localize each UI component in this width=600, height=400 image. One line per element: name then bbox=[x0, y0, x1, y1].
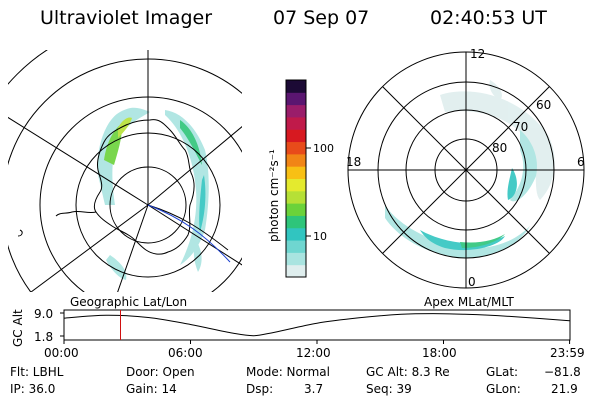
mlt-panel-label: Apex MLat/MLT bbox=[424, 295, 514, 309]
colorbar bbox=[286, 80, 306, 278]
geo-aurora bbox=[97, 107, 209, 280]
colorbar-segment bbox=[286, 203, 306, 216]
info-glon-value: 21.9 bbox=[551, 382, 578, 396]
geo-track-black bbox=[147, 204, 229, 251]
mlt-label-0: 0 bbox=[468, 275, 476, 289]
xtick-label-0000: 00:00 bbox=[44, 346, 79, 360]
mlt-label-18: 18 bbox=[346, 155, 361, 169]
geo-map-panel bbox=[8, 50, 242, 292]
info-seq: Seq: 39 bbox=[366, 382, 412, 396]
mlt-grid bbox=[347, 51, 585, 289]
colorbar-segment bbox=[286, 240, 306, 253]
info-door: Door: Open bbox=[126, 365, 195, 379]
colorbar-unit-label: photon cm⁻²s⁻¹ bbox=[267, 149, 281, 242]
info-filter: Flt: LBHL bbox=[10, 365, 64, 379]
altitude-curve bbox=[63, 313, 570, 337]
info-dsp-label: Dsp: bbox=[246, 382, 274, 396]
mlat-label-60: 60 bbox=[536, 98, 551, 112]
info-glon-label: GLon: bbox=[486, 382, 521, 396]
colorbar-tick-label-100: 100 bbox=[313, 142, 334, 155]
info-dsp-value: 3.7 bbox=[304, 382, 324, 396]
geo-grid bbox=[8, 50, 242, 292]
mlat-label-70: 70 bbox=[513, 120, 528, 134]
altitude-ytick-label-top: 9.0 bbox=[34, 307, 53, 321]
altitude-ylabel: GC Alt bbox=[11, 309, 25, 347]
info-glat-value: −81.8 bbox=[544, 365, 581, 379]
colorbar-segment bbox=[286, 227, 306, 241]
colorbar-segment bbox=[286, 104, 306, 118]
geo-panel-label: Geographic Lat/Lon bbox=[70, 295, 188, 309]
mlt-aurora bbox=[385, 80, 555, 258]
colorbar-segment bbox=[286, 141, 306, 155]
geo-track-blue bbox=[147, 204, 231, 263]
mlt-label-6: 6 bbox=[577, 155, 585, 169]
info-gain: Gain: 14 bbox=[126, 382, 177, 396]
altitude-plot-frame bbox=[63, 309, 571, 341]
xtick-label-0600: 06:00 bbox=[168, 346, 203, 360]
info-mode: Mode: Normal bbox=[246, 365, 330, 379]
header-date: 07 Sep 07 bbox=[273, 7, 370, 29]
info-ip: IP: 36.0 bbox=[10, 382, 56, 396]
xtick-label-1200: 12:00 bbox=[296, 346, 331, 360]
colorbar-segment bbox=[286, 166, 306, 179]
header-instrument: Ultraviolet Imager bbox=[40, 7, 213, 29]
info-glat-label: GLat: bbox=[486, 365, 519, 379]
colorbar-segment bbox=[286, 153, 306, 167]
mlt-panel: 12 18 6 0 60 70 80 bbox=[346, 47, 585, 289]
colorbar-segment bbox=[286, 264, 306, 278]
colorbar-segment bbox=[286, 252, 306, 266]
geo-coastline bbox=[55, 119, 195, 255]
colorbar-segment bbox=[286, 190, 306, 204]
colorbar-segment bbox=[286, 129, 306, 143]
altitude-plot: 9.0 1.8 GC Alt bbox=[11, 307, 571, 347]
colorbar-segment bbox=[286, 178, 306, 192]
altitude-ytick-label-bottom: 1.8 bbox=[34, 330, 53, 344]
colorbar-segment bbox=[286, 92, 306, 106]
xtick-label-1800: 18:00 bbox=[422, 346, 457, 360]
altitude-x-ticks bbox=[63, 340, 571, 344]
info-gc-alt: GC Alt: 8.3 Re bbox=[366, 365, 450, 379]
colorbar-segment bbox=[286, 116, 306, 130]
mlat-label-80: 80 bbox=[492, 141, 507, 155]
xtick-label-2359: 23:59 bbox=[550, 346, 585, 360]
colorbar-segment bbox=[286, 215, 306, 229]
colorbar-segment bbox=[286, 80, 306, 93]
colorbar-tick-label-10: 10 bbox=[313, 230, 327, 243]
colorbar-frame bbox=[285, 79, 307, 278]
header-time: 02:40:53 UT bbox=[430, 7, 547, 29]
mlt-label-12: 12 bbox=[470, 47, 485, 61]
